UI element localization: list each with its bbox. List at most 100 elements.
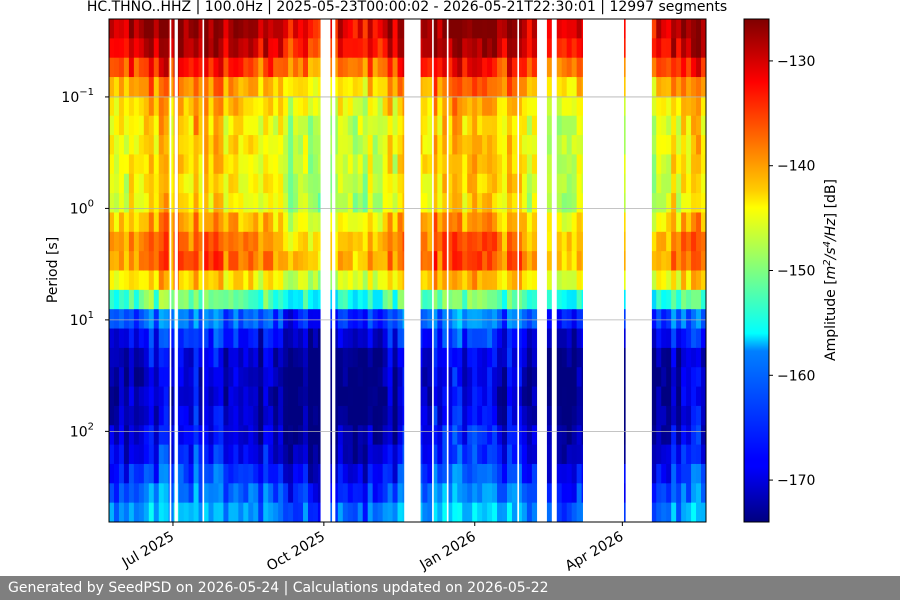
heatmap-cell	[492, 38, 498, 59]
heatmap-cell	[308, 77, 314, 97]
heatmap-cell	[651, 463, 657, 484]
heatmap-cell	[312, 425, 319, 446]
heatmap-cell	[362, 444, 369, 465]
heatmap-cell	[283, 173, 289, 194]
heatmap-cell	[288, 289, 294, 310]
heatmap-cell	[123, 405, 130, 426]
heatmap-cell	[298, 154, 304, 175]
heatmap-cell	[556, 38, 563, 59]
heatmap-cell	[511, 309, 518, 330]
heatmap-cell	[308, 96, 314, 117]
heatmap-cell	[447, 483, 453, 504]
heatmap-cell	[123, 38, 130, 59]
heatmap-cell	[701, 289, 706, 310]
heatmap-cell	[531, 135, 538, 156]
heatmap-cell	[576, 57, 583, 78]
heatmap-cell	[143, 96, 150, 117]
heatmap-cell	[462, 251, 468, 272]
heatmap-cell	[203, 328, 210, 349]
heatmap-cell	[367, 425, 374, 446]
heatmap-cell	[511, 212, 518, 233]
heatmap-cell	[243, 96, 249, 117]
heatmap-cell	[571, 309, 578, 330]
heatmap-cell	[218, 212, 225, 233]
heatmap-cell	[661, 444, 667, 465]
heatmap-cell	[308, 38, 314, 59]
heatmap-cell	[442, 444, 448, 465]
colorbar-tick-label: −150	[777, 264, 815, 280]
heatmap-cell	[526, 463, 533, 484]
heatmap-cell	[357, 347, 364, 368]
heatmap-column	[477, 19, 483, 522]
heatmap-cell	[327, 425, 334, 446]
heatmap-cell	[487, 444, 493, 465]
heatmap-cell	[138, 77, 145, 97]
heatmap-cell	[337, 367, 344, 388]
heatmap-cell	[502, 386, 508, 407]
heatmap-column	[671, 19, 677, 522]
heatmap-column	[342, 19, 349, 522]
heatmap-cell	[303, 251, 309, 272]
heatmap-cell	[472, 328, 478, 349]
heatmap-cell	[213, 328, 220, 349]
heatmap-cell	[651, 231, 657, 252]
heatmap-cell	[347, 405, 354, 426]
heatmap-cell	[477, 38, 483, 59]
heatmap-cell	[352, 57, 359, 78]
heatmap-cell	[308, 231, 314, 252]
heatmap-cell	[347, 19, 354, 39]
heatmap-cell	[656, 386, 662, 407]
heatmap-cell	[198, 425, 205, 446]
heatmap-cell	[238, 463, 244, 484]
heatmap-cell	[561, 96, 568, 117]
heatmap-cell	[213, 38, 220, 59]
heatmap-cell	[118, 405, 125, 426]
heatmap-cell	[462, 96, 468, 117]
heatmap-cell	[312, 328, 319, 349]
heatmap-cell	[571, 173, 578, 194]
heatmap-column	[188, 19, 195, 522]
heatmap-cell	[168, 212, 175, 233]
heatmap-cell	[332, 251, 339, 272]
heatmap-cell	[298, 77, 304, 97]
heatmap-cell	[676, 405, 682, 426]
heatmap-cell	[213, 386, 220, 407]
data-gap	[320, 19, 331, 522]
heatmap-cell	[327, 57, 334, 78]
heatmap-cell	[193, 367, 200, 388]
heatmap-cell	[571, 405, 578, 426]
heatmap-cell	[447, 502, 453, 522]
heatmap-cell	[278, 289, 284, 310]
heatmap-column	[273, 19, 279, 522]
heatmap-cell	[507, 328, 513, 349]
heatmap-cell	[268, 193, 274, 214]
heatmap-cell	[362, 251, 369, 272]
heatmap-cell	[576, 154, 583, 175]
heatmap-cell	[183, 444, 190, 465]
heatmap-column	[248, 19, 254, 522]
heatmap-cell	[352, 502, 359, 522]
heatmap-column	[462, 19, 468, 522]
heatmap-cell	[188, 154, 195, 175]
heatmap-cell	[168, 309, 175, 330]
heatmap-cell	[123, 444, 130, 465]
heatmap-cell	[521, 173, 528, 194]
heatmap-cell	[298, 115, 304, 136]
heatmap-cell	[298, 444, 304, 465]
heatmap-cell	[233, 309, 239, 330]
heatmap-cell	[268, 289, 274, 310]
heatmap-column	[387, 19, 394, 522]
heatmap-cell	[298, 367, 304, 388]
heatmap-cell	[138, 212, 145, 233]
heatmap-cell	[223, 77, 229, 97]
heatmap-cell	[238, 135, 244, 156]
heatmap-cell	[467, 77, 473, 97]
heatmap-cell	[656, 270, 662, 291]
heatmap-cell	[312, 502, 319, 522]
heatmap-cell	[666, 231, 672, 252]
heatmap-cell	[487, 502, 493, 522]
heatmap-cell	[273, 57, 279, 78]
heatmap-cell	[686, 405, 692, 426]
heatmap-cell	[288, 347, 294, 368]
heatmap-cell	[372, 19, 379, 39]
